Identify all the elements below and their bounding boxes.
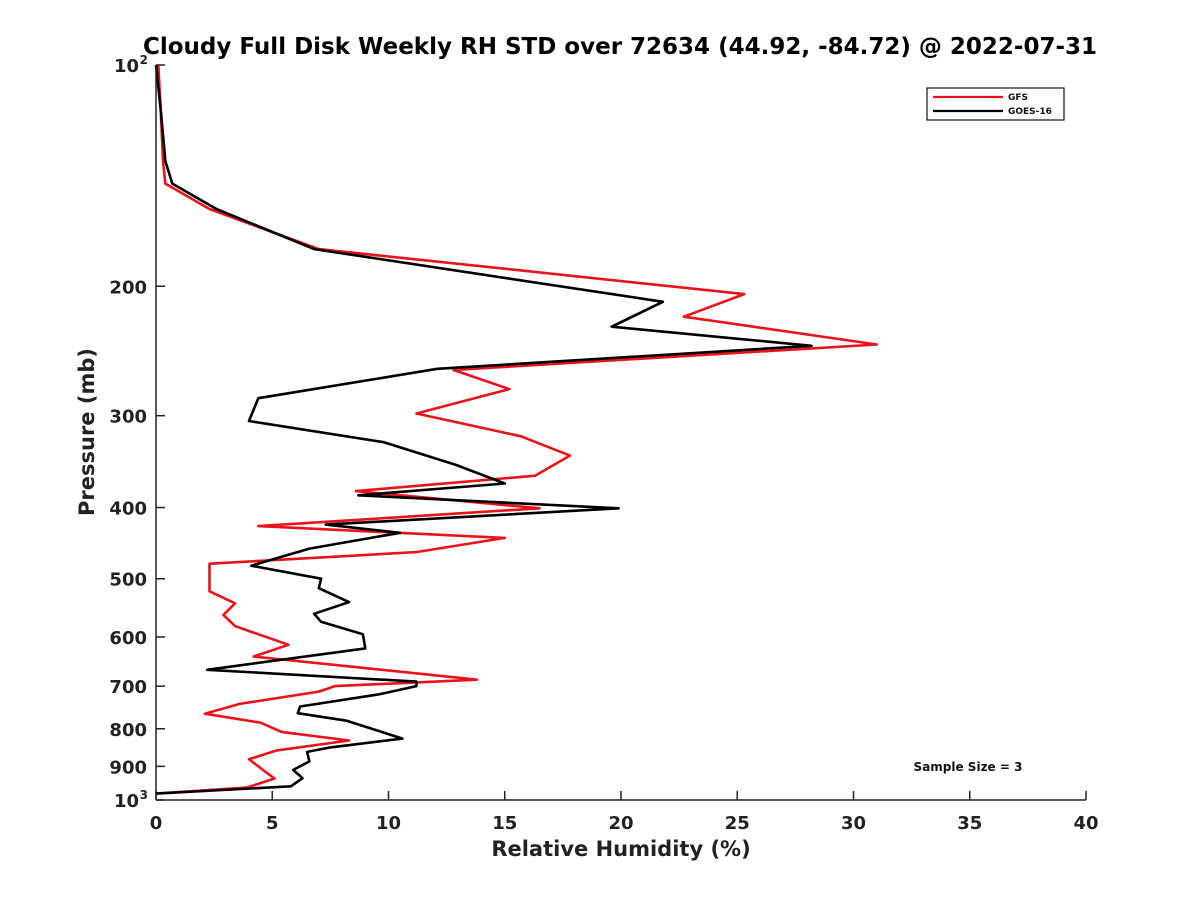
chart-title: Cloudy Full Disk Weekly RH STD over 7263… xyxy=(143,34,1097,60)
plot-frame xyxy=(155,65,1086,801)
y-tick-exponent: 3 xyxy=(140,788,148,802)
series-layer xyxy=(154,64,879,795)
x-tick-label: 15 xyxy=(492,813,517,834)
y-axis-label: Pressure (mb) xyxy=(75,348,99,516)
y-tick-label: 700 xyxy=(109,677,147,698)
x-tick-label: 30 xyxy=(841,813,866,834)
y-tick-label: 900 xyxy=(109,757,147,778)
x-tick-label: 25 xyxy=(725,813,750,834)
y-tick-label: 600 xyxy=(109,628,147,649)
legend-label-gfs: GFS xyxy=(1008,93,1028,103)
x-tick-label: 40 xyxy=(1073,813,1098,834)
y-tick-label: 10 xyxy=(114,56,139,77)
x-tick-label: 0 xyxy=(150,813,163,834)
x-tick-label: 10 xyxy=(376,813,401,834)
x-tick-label: 20 xyxy=(608,813,633,834)
legend-box xyxy=(926,87,1065,121)
y-tick-label: 500 xyxy=(109,570,147,591)
y-tick-label: 300 xyxy=(109,407,147,428)
y-tick-label: 10 xyxy=(114,791,139,812)
legend-label-goes16: GOES-16 xyxy=(1008,107,1052,117)
legend: GFS GOES-16 xyxy=(926,87,1065,121)
x-tick-label: 35 xyxy=(957,813,982,834)
x-ticks: 0 5 10 15 20 25 30 35 40 xyxy=(150,791,1099,834)
x-tick-label: 5 xyxy=(266,813,279,834)
series-line-goes-16 xyxy=(154,64,813,795)
y-tick-label: 200 xyxy=(109,277,147,298)
y-tick-label: 800 xyxy=(109,720,147,741)
sample-size-annotation: Sample Size = 3 xyxy=(914,760,1023,774)
series-line-gfs xyxy=(155,64,879,795)
y-tick-exponent: 2 xyxy=(140,53,148,67)
x-axis-label: Relative Humidity (%) xyxy=(491,837,750,861)
y-tick-label: 400 xyxy=(109,499,147,520)
